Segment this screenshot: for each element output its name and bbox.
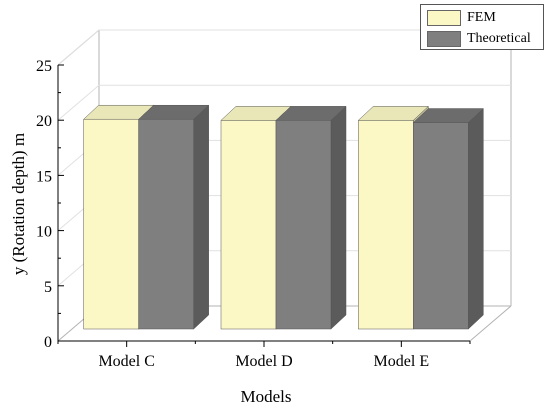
y-tick-label: 10 (36, 224, 52, 241)
bar-theoretical-model-d (275, 105, 347, 330)
x-tick-label: Model D (235, 353, 292, 370)
y-tick-label: 20 (36, 113, 52, 130)
legend-item-theoretical: Theoretical (427, 30, 531, 48)
x-tick-label: Model C (98, 353, 154, 370)
x-tick-label: Model E (374, 353, 430, 370)
bar-front-face (83, 118, 139, 330)
bar-front-face (358, 120, 414, 330)
legend-label-fem: FEM (467, 10, 496, 25)
y-axis-title: y (Rotation depth) m (9, 133, 28, 275)
bar-side-face (193, 104, 209, 330)
bar-front-face (413, 122, 469, 330)
y-tick-label: 0 (44, 334, 52, 351)
bar-side-face (468, 107, 484, 330)
y-tick-label: 15 (36, 168, 52, 185)
y-tick-label: 5 (44, 279, 52, 296)
gridline-side (57, 29, 100, 66)
axes: 0 5 10 15 20 25 Model C Model D Model E (36, 58, 471, 370)
bar-front-face (275, 120, 332, 330)
legend: FEM Theoretical (420, 4, 544, 50)
bar-side-face (330, 105, 347, 330)
floor-right-edge (469, 305, 512, 342)
bar-theoretical-model-e (412, 107, 484, 330)
legend-swatch-theoretical (427, 31, 461, 47)
x-axis-title: Models (241, 387, 292, 406)
bars (83, 104, 484, 330)
legend-swatch-fem (427, 10, 461, 26)
bar-theoretical-model-c (138, 104, 210, 330)
bar-front-face (220, 120, 277, 330)
legend-item-fem: FEM (427, 9, 496, 27)
gridline-side (57, 84, 100, 121)
legend-label-theoretical: Theoretical (467, 31, 531, 46)
y-tick-label: 25 (36, 58, 52, 75)
bar-front-face (138, 118, 194, 330)
